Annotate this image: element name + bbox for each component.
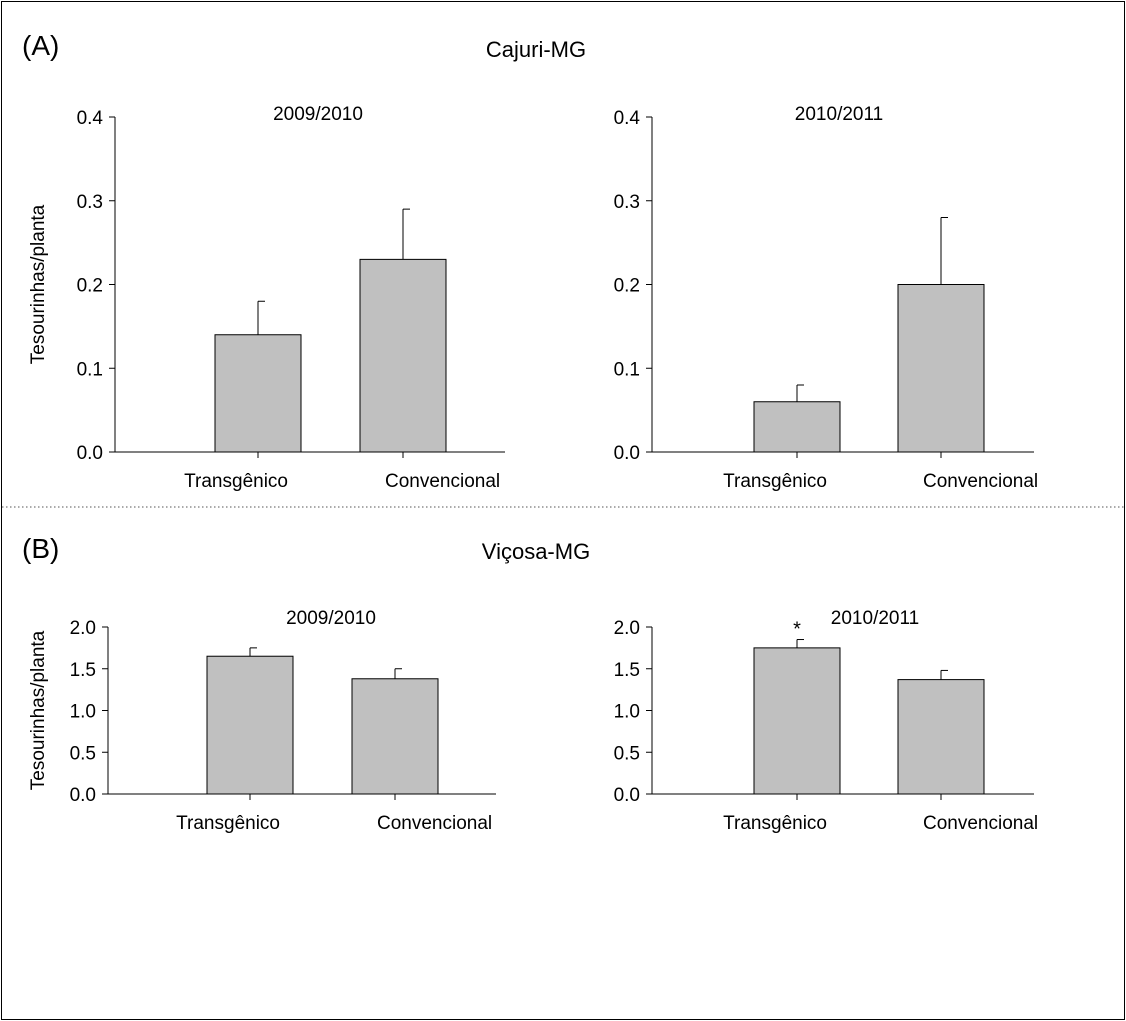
y-tick-label: 0.0 <box>77 443 103 464</box>
bar-convencional <box>359 258 447 453</box>
y-axis-label: Tesourinhas/planta <box>28 630 49 790</box>
bar-convencional <box>351 678 439 795</box>
y-axis-label: Tesourinhas/planta <box>28 204 49 364</box>
y-tick-label: 0.1 <box>614 359 640 380</box>
panel-b-location: Viçosa-MG <box>482 539 590 564</box>
y-tick-label: 0.1 <box>77 359 103 380</box>
bar-transgenico <box>214 334 302 453</box>
bar-convencional <box>897 284 985 453</box>
panel-a-letter: (A) <box>22 30 59 61</box>
x-category-label: Convencional <box>377 813 492 834</box>
y-tick-label: 0.3 <box>614 192 640 213</box>
y-tick-label: 0.2 <box>77 276 103 297</box>
chart-title: 2009/2010 <box>286 608 376 629</box>
chart-title: 2009/2010 <box>273 104 363 125</box>
x-category-label: Convencional <box>385 471 500 492</box>
x-category-label: Transgênico <box>176 813 280 834</box>
y-tick-label: 0.5 <box>614 743 640 764</box>
x-category-label: Transgênico <box>723 813 827 834</box>
significance-marker: * <box>793 619 801 641</box>
y-tick-label: 0.2 <box>614 276 640 297</box>
chart-title: 2010/2011 <box>795 104 883 125</box>
y-tick-label: 2.0 <box>70 618 96 639</box>
chart-cajuri-2010-2011: 2010/2011 0.0 0.1 0.2 0.3 0.4 Transgênico Conve… <box>614 104 1039 492</box>
chart-cajuri-2009-2010: 2009/2010 Tesourinhas/planta 0.0 0.1 0.2 0.3 0… <box>28 104 505 492</box>
y-tick-label: 0.4 <box>614 108 641 129</box>
x-category-label: Convencional <box>923 471 1038 492</box>
y-tick-label: 1.5 <box>70 660 96 681</box>
y-tick-label: 1.0 <box>70 702 96 723</box>
bar-convencional <box>897 679 985 795</box>
y-tick-label: 0.4 <box>77 108 104 129</box>
y-tick-label: 0.0 <box>70 785 96 806</box>
y-tick-label: 2.0 <box>614 618 640 639</box>
y-tick-label: 1.0 <box>614 702 640 723</box>
chart-vicosa-2009-2010: 2009/2010 Tesourinhas/planta 0.0 0.5 1.0 1.5 2… <box>28 608 496 834</box>
x-category-label: Transgênico <box>184 471 288 492</box>
panel-b-letter: (B) <box>22 533 59 564</box>
bar-transgenico <box>753 401 841 453</box>
y-tick-label: 0.0 <box>614 443 640 464</box>
y-tick-label: 0.3 <box>77 192 103 213</box>
chart-title: 2010/2011 <box>831 608 919 629</box>
bar-transgenico <box>206 655 294 795</box>
y-tick-label: 0.0 <box>614 785 640 806</box>
bar-transgenico <box>753 647 841 795</box>
x-category-label: Convencional <box>923 813 1038 834</box>
chart-vicosa-2010-2011: 2010/2011 0.0 0.5 1.0 1.5 2.0 * Transgênico Conv… <box>614 608 1039 834</box>
y-tick-label: 1.5 <box>614 660 640 681</box>
x-category-label: Transgênico <box>723 471 827 492</box>
y-tick-label: 0.5 <box>70 743 96 764</box>
panel-a-location: Cajuri-MG <box>486 37 586 62</box>
